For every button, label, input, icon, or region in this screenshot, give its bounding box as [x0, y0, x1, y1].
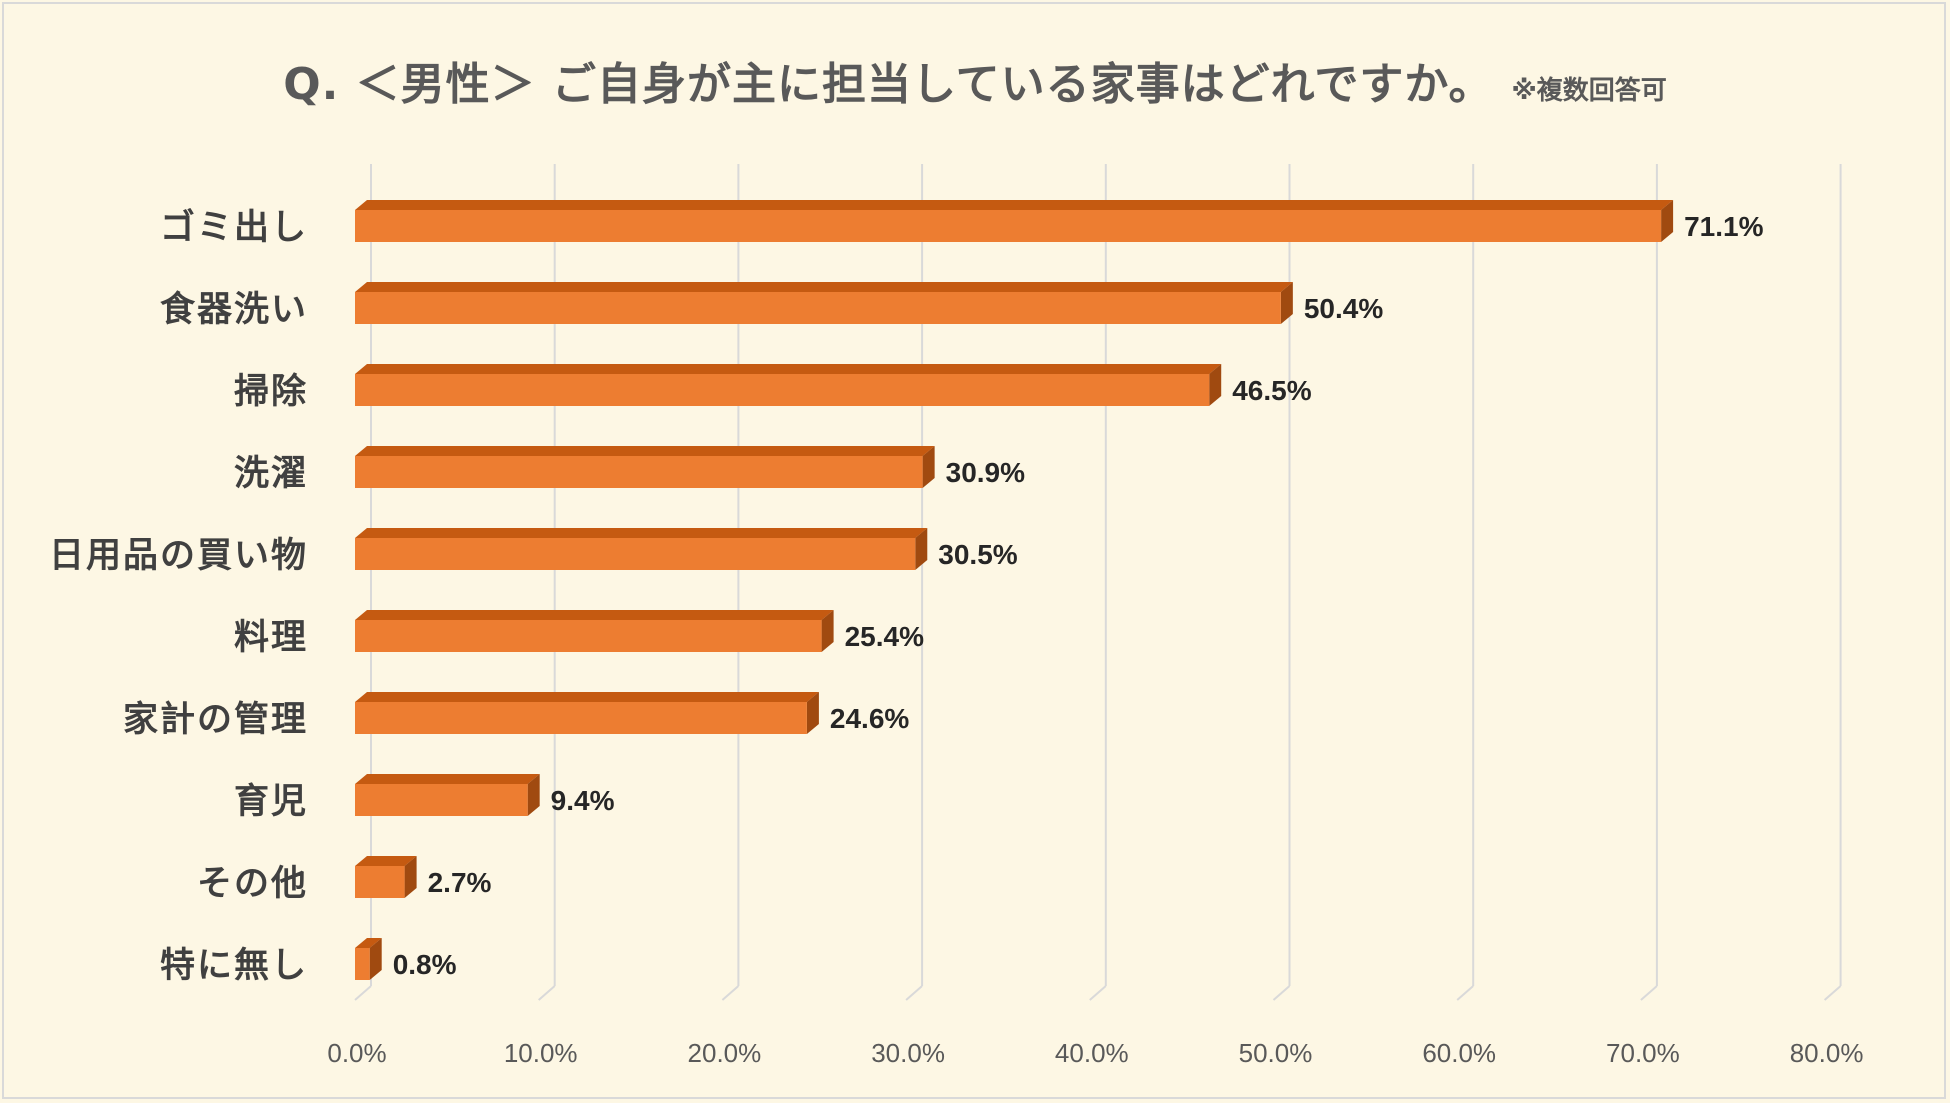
category-label: 洗濯: [234, 454, 308, 494]
value-label: 25.4%: [845, 621, 924, 652]
bar: [355, 784, 528, 816]
value-label: 71.1%: [1684, 211, 1763, 242]
gridline-foot-5: [1272, 985, 1291, 1001]
category-label: その他: [197, 864, 308, 904]
bar-top: [355, 774, 540, 784]
gridline-foot-0: [354, 985, 372, 1001]
x-tick-label: 50.0%: [1239, 1038, 1313, 1068]
bar: [355, 702, 807, 734]
bar-top: [355, 692, 819, 702]
bar-top: [355, 282, 1293, 292]
x-tick-label: 40.0%: [1055, 1038, 1129, 1068]
bar: [355, 538, 916, 570]
bar-side: [1280, 282, 1293, 324]
value-label: 46.5%: [1232, 375, 1311, 406]
bar-top: [355, 364, 1222, 374]
chart-title: Q. ＜男性＞ ご自身が主に担当している家事はどれですか。: [283, 59, 1494, 110]
bar-top: [355, 200, 1674, 210]
bar-top: [355, 446, 935, 456]
category-label: 掃除: [234, 372, 308, 412]
x-tick-label: 0.0%: [327, 1038, 386, 1068]
bar: [355, 292, 1281, 324]
bar-side: [806, 692, 819, 734]
chart-title-block: Q. ＜男性＞ ご自身が主に担当している家事はどれですか。 ※複数回答可: [0, 48, 1950, 112]
value-label: 2.7%: [428, 867, 492, 898]
category-label: 家計の管理: [123, 700, 308, 740]
bar-side: [922, 446, 935, 488]
x-tick-label: 10.0%: [504, 1038, 578, 1068]
bar-side: [1209, 364, 1222, 406]
bar-side: [404, 856, 417, 898]
value-label: 30.9%: [946, 457, 1025, 488]
category-label: 特に無し: [160, 946, 308, 986]
gridline-foot-6: [1456, 985, 1474, 1001]
bar-top: [355, 610, 834, 620]
gridline-foot-3: [905, 985, 923, 1001]
bar: [355, 866, 405, 898]
bar-side: [369, 938, 382, 980]
bar-side: [1661, 200, 1674, 242]
bar-top: [355, 856, 417, 866]
bar: [355, 948, 370, 980]
bar-side: [821, 610, 834, 652]
value-label: 24.6%: [830, 703, 909, 734]
gridline-foot-4: [1089, 985, 1107, 1001]
bar: [355, 374, 1210, 406]
bar: [355, 620, 822, 652]
x-tick-label: 80.0%: [1790, 1038, 1864, 1068]
category-label: 食器洗い: [160, 289, 308, 330]
x-tick-label: 30.0%: [871, 1038, 945, 1068]
bar-side: [915, 528, 928, 570]
gridline-foot-1: [538, 985, 556, 1001]
x-tick-label: 20.0%: [688, 1038, 762, 1068]
category-label: 育児: [234, 782, 308, 822]
bar-top: [355, 938, 382, 948]
gridline-foot-7: [1640, 985, 1658, 1001]
bar-side: [527, 774, 540, 816]
category-label: 日用品の買い物: [49, 536, 308, 576]
bar: [355, 456, 923, 488]
x-tick-label: 60.0%: [1422, 1038, 1496, 1068]
category-label: ゴミ出し: [160, 207, 308, 248]
gridline-foot-8: [1823, 985, 1842, 1001]
bar: [355, 210, 1662, 242]
value-label: 9.4%: [551, 785, 615, 816]
category-label: 料理: [234, 618, 308, 658]
value-label: 0.8%: [393, 949, 457, 980]
value-label: 50.4%: [1304, 293, 1383, 324]
bar-top: [355, 528, 928, 538]
value-label: 30.5%: [938, 539, 1017, 570]
chart-note: ※複数回答可: [1511, 76, 1667, 106]
gridline-foot-2: [721, 985, 740, 1001]
x-tick-label: 70.0%: [1606, 1038, 1680, 1068]
